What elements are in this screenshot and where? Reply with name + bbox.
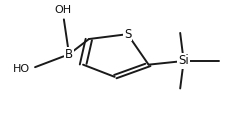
Text: Si: Si [178,55,189,67]
Text: S: S [124,28,131,41]
Text: HO: HO [13,64,30,74]
Text: B: B [65,48,73,61]
Text: OH: OH [55,5,72,15]
